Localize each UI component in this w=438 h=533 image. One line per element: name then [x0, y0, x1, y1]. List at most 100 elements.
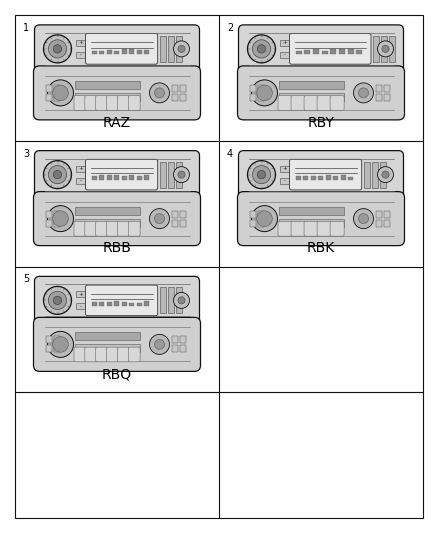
Bar — [75, 303, 85, 309]
Circle shape — [173, 167, 190, 183]
Circle shape — [53, 85, 68, 101]
Bar — [279, 40, 290, 46]
FancyBboxPatch shape — [117, 347, 129, 362]
Bar — [144, 50, 149, 54]
Bar — [74, 219, 140, 227]
Bar — [176, 36, 182, 62]
Bar — [279, 177, 290, 184]
FancyBboxPatch shape — [278, 221, 292, 236]
Circle shape — [47, 332, 74, 357]
Circle shape — [43, 160, 71, 189]
Circle shape — [358, 88, 368, 98]
Bar — [53, 211, 60, 217]
Circle shape — [251, 80, 278, 106]
Bar — [311, 176, 316, 180]
Circle shape — [155, 88, 165, 98]
FancyBboxPatch shape — [74, 221, 86, 236]
Circle shape — [49, 40, 67, 58]
Bar — [129, 303, 134, 306]
FancyBboxPatch shape — [33, 66, 201, 120]
Bar — [330, 49, 336, 54]
Circle shape — [149, 208, 170, 229]
Bar — [53, 345, 60, 352]
Bar — [46, 85, 52, 92]
Bar — [122, 49, 127, 54]
Text: -: - — [80, 178, 81, 183]
Bar — [53, 94, 60, 101]
Bar — [384, 85, 389, 92]
Circle shape — [47, 80, 74, 106]
FancyBboxPatch shape — [128, 95, 140, 110]
Circle shape — [178, 45, 185, 52]
Bar — [375, 211, 381, 217]
Circle shape — [257, 211, 272, 227]
Bar — [144, 175, 149, 180]
FancyBboxPatch shape — [128, 221, 140, 236]
Bar — [46, 336, 52, 343]
FancyBboxPatch shape — [35, 151, 199, 199]
FancyBboxPatch shape — [239, 25, 403, 73]
Bar — [172, 211, 177, 217]
FancyBboxPatch shape — [85, 159, 158, 190]
Bar — [325, 175, 331, 180]
Circle shape — [173, 293, 190, 309]
Bar — [176, 161, 182, 188]
FancyBboxPatch shape — [35, 25, 199, 73]
Text: 3: 3 — [23, 149, 29, 159]
Circle shape — [378, 167, 393, 183]
Bar — [356, 50, 362, 54]
Bar — [114, 51, 119, 54]
Bar — [250, 211, 255, 217]
Bar — [321, 51, 328, 54]
Bar — [373, 36, 379, 62]
FancyBboxPatch shape — [74, 95, 86, 110]
FancyBboxPatch shape — [95, 221, 108, 236]
Bar — [304, 50, 310, 54]
Circle shape — [378, 41, 393, 57]
FancyBboxPatch shape — [33, 317, 201, 372]
Circle shape — [49, 291, 67, 310]
Bar — [333, 176, 339, 180]
Bar — [176, 287, 182, 313]
Bar — [53, 85, 60, 92]
Bar — [74, 344, 140, 352]
Text: -: - — [283, 52, 286, 58]
FancyBboxPatch shape — [33, 192, 201, 246]
Bar — [53, 220, 60, 227]
Circle shape — [155, 340, 165, 349]
FancyBboxPatch shape — [237, 192, 405, 246]
Bar — [180, 336, 186, 343]
Circle shape — [53, 336, 68, 352]
Bar — [75, 177, 85, 184]
Bar — [296, 176, 301, 180]
Bar — [313, 49, 319, 54]
Bar — [92, 176, 97, 180]
Bar — [122, 302, 127, 306]
Bar — [99, 302, 104, 306]
Bar — [296, 51, 302, 54]
Text: +: + — [282, 41, 287, 45]
Circle shape — [49, 166, 67, 184]
FancyBboxPatch shape — [304, 221, 318, 236]
FancyBboxPatch shape — [290, 34, 371, 64]
Text: -: - — [80, 304, 81, 309]
Bar — [172, 220, 177, 227]
Circle shape — [178, 297, 185, 304]
Bar — [46, 220, 52, 227]
FancyBboxPatch shape — [95, 347, 108, 362]
Text: RBK: RBK — [307, 241, 335, 255]
FancyBboxPatch shape — [35, 277, 199, 325]
FancyBboxPatch shape — [317, 95, 331, 110]
Text: 1: 1 — [23, 23, 29, 33]
Circle shape — [53, 296, 62, 304]
Bar — [99, 51, 104, 54]
Bar — [339, 49, 345, 54]
Text: 2: 2 — [227, 23, 233, 33]
Circle shape — [382, 45, 389, 52]
Bar — [375, 94, 381, 101]
FancyBboxPatch shape — [128, 347, 140, 362]
Bar — [250, 94, 255, 101]
Bar — [106, 50, 112, 54]
FancyBboxPatch shape — [85, 285, 158, 316]
Circle shape — [257, 45, 266, 53]
